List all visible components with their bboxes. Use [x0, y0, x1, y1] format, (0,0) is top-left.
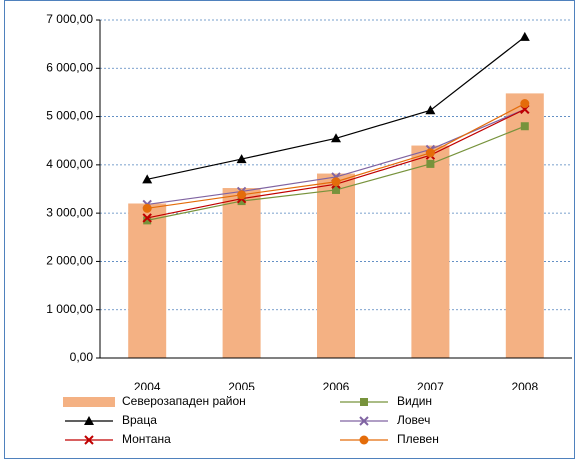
marker — [520, 99, 530, 109]
legend-swatch — [63, 397, 115, 407]
marker — [360, 398, 368, 406]
legend-label: Монтана — [122, 432, 171, 446]
legend-label: Плевен — [397, 432, 439, 446]
marker — [520, 122, 529, 131]
y-tick-label: 7 000,00 — [46, 12, 93, 26]
y-tick-label: 6 000,00 — [46, 60, 93, 74]
marker — [331, 133, 341, 143]
marker — [142, 203, 152, 213]
legend-label: Ловеч — [397, 413, 430, 427]
marker — [519, 31, 530, 41]
bar — [505, 93, 544, 358]
marker — [331, 177, 341, 187]
marker — [142, 174, 153, 184]
marker — [359, 435, 369, 445]
marker — [143, 216, 152, 225]
legend-label: Враца — [122, 413, 157, 427]
marker — [237, 190, 247, 200]
marker — [332, 185, 340, 194]
marker — [426, 159, 435, 168]
marker — [237, 197, 246, 206]
marker — [236, 154, 247, 164]
y-tick-label: 1 000,00 — [46, 302, 93, 316]
legend-label: Северозападен район — [122, 394, 246, 408]
bar — [128, 203, 167, 358]
y-tick-label: 5 000,00 — [46, 109, 93, 123]
marker — [425, 105, 436, 115]
marker — [84, 416, 94, 425]
y-tick-label: 2 000,00 — [46, 254, 93, 268]
y-tick-label: 0,00 — [70, 350, 94, 364]
bar — [411, 145, 450, 358]
line — [147, 36, 526, 180]
marker — [142, 213, 152, 223]
y-tick-label: 4 000,00 — [46, 157, 93, 171]
marker — [425, 148, 435, 158]
marker — [84, 435, 94, 445]
marker — [359, 416, 369, 426]
bar — [222, 188, 261, 358]
bar — [317, 173, 355, 358]
y-tick-label: 3 000,00 — [46, 205, 93, 219]
legend-background — [40, 390, 560, 452]
legend-label: Видин — [397, 394, 432, 408]
